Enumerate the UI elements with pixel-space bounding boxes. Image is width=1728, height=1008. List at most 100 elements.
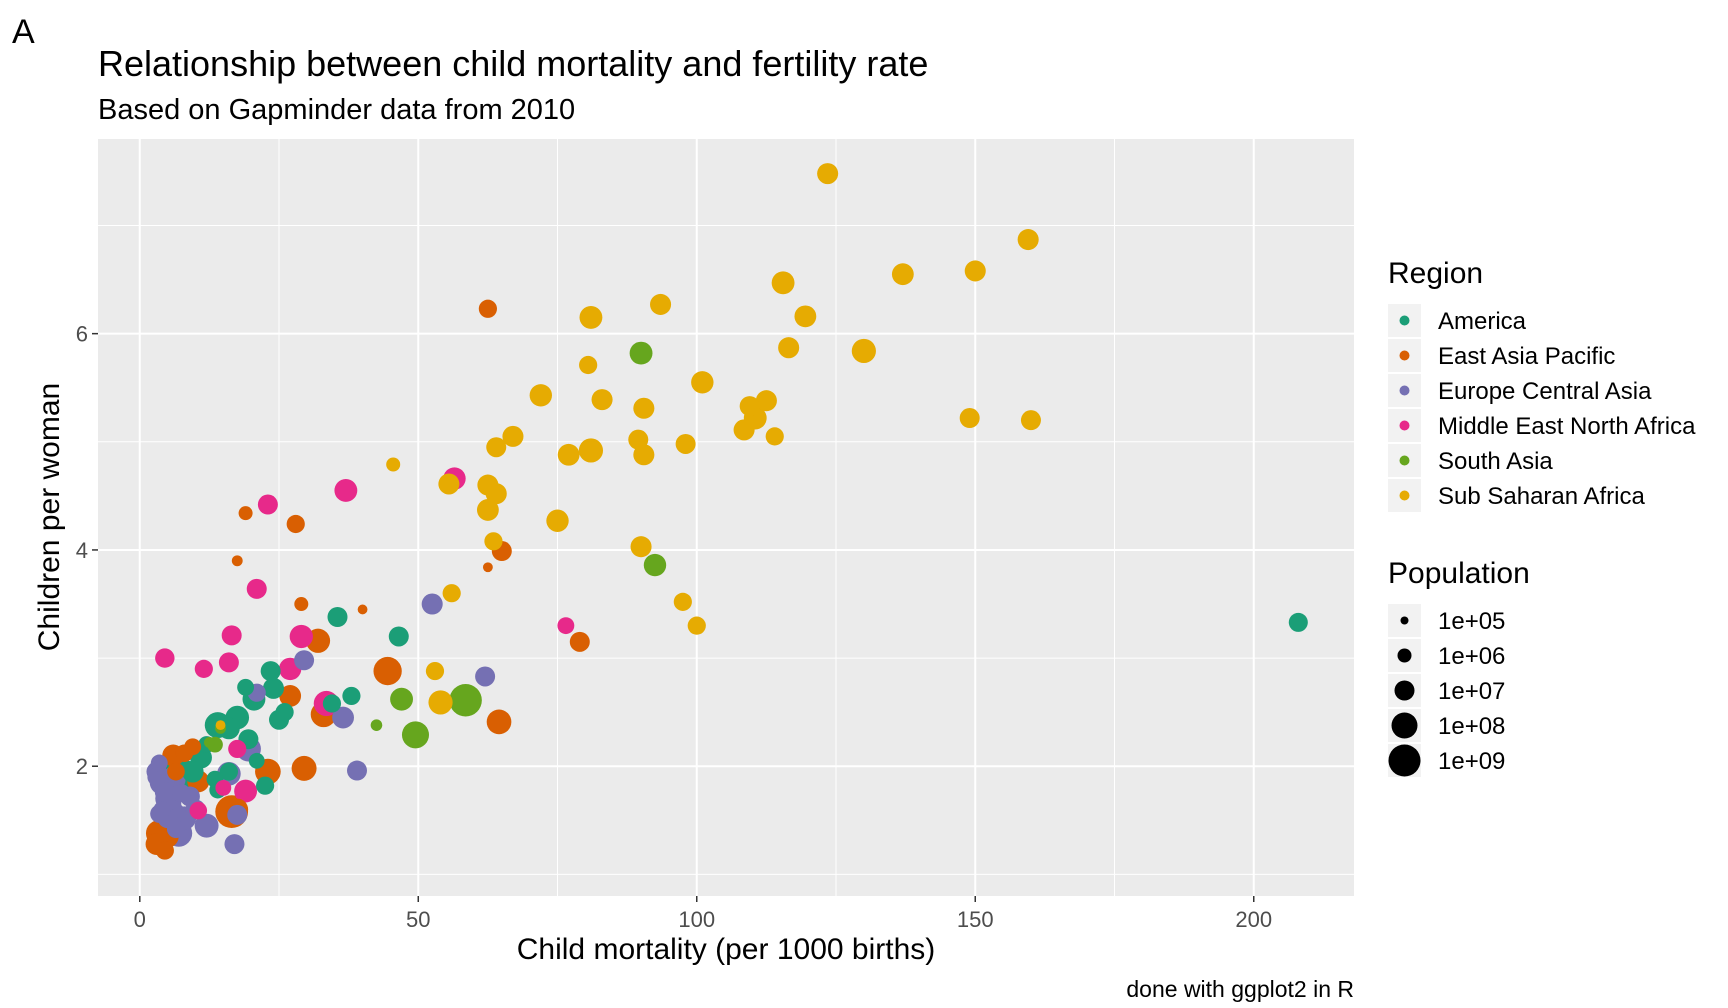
data-point [502,425,524,447]
data-point [184,738,202,756]
data-point [1288,612,1308,632]
data-point [425,661,445,681]
data-points [145,163,1308,860]
legend-size-items: 1e+05 1e+06 1e+07 1e+08 1e+09 [1388,604,1505,777]
legend-size-swatch [1397,648,1412,663]
data-point [155,648,175,668]
x-axis-label: Child mortality (per 1000 births) [517,933,936,966]
data-point [959,408,980,429]
y-axis-label: Children per woman [33,383,66,651]
legend-population: Population 1e+05 1e+06 1e+07 1e+08 1e+09 [1388,557,1530,777]
legend-region-items: America East Asia Pacific Europe Central A… [1388,304,1696,512]
x-tick-label: 150 [957,907,994,932]
data-point [219,762,238,781]
data-point [224,834,245,855]
data-point [851,338,876,364]
data-point [154,782,175,803]
data-point [189,801,208,820]
data-point [357,604,368,615]
y-tick-label: 4 [76,538,88,563]
data-point [155,841,174,860]
data-point [771,271,795,295]
data-point [327,606,348,627]
data-point [153,801,171,818]
data-point [167,762,185,781]
legend-swatch [1399,385,1410,396]
legend-label: 1e+05 [1438,608,1505,635]
data-point [237,678,255,696]
data-point [442,584,461,603]
legend-swatch [1399,350,1410,361]
legend-swatch [1399,420,1410,431]
data-point [246,578,267,599]
data-point [248,752,265,769]
data-point [279,685,302,707]
data-point [257,494,278,515]
data-point [334,479,358,502]
data-point [286,514,305,534]
data-point [529,384,552,407]
chart-title: Relationship between child mortality and… [98,43,928,84]
data-point [294,650,315,671]
data-point [486,437,507,458]
data-point [221,625,242,646]
panel-tag: A [12,13,35,51]
data-point [228,739,247,759]
data-point [194,813,219,838]
data-point [215,720,226,731]
data-point [482,562,493,573]
data-point [569,631,590,652]
legend-swatch [1399,490,1410,501]
data-point [332,706,354,729]
data-point [739,396,760,417]
data-point [733,419,755,441]
legend-label: Sub Saharan Africa [1438,483,1645,510]
data-point [964,260,986,282]
data-point [294,597,309,612]
legend-size-swatch [1391,712,1418,739]
data-point [388,626,409,647]
legend-label: East Asia Pacific [1438,343,1615,370]
legend-swatch [1399,455,1410,466]
legend-label: Europe Central Asia [1438,378,1652,405]
data-point [817,163,839,185]
data-point [370,719,383,731]
chart-subtitle: Based on Gapminder data from 2010 [98,94,575,126]
data-point [546,509,569,532]
data-point [322,694,342,713]
data-point [373,656,402,686]
data-point [486,709,512,735]
data-point [227,804,248,825]
data-point [579,306,603,329]
legend-size-swatch [1400,616,1409,625]
data-point [1017,229,1039,251]
data-point [260,661,281,682]
data-point [421,593,443,615]
data-point [478,299,497,318]
data-point [591,389,613,411]
legend-label: 1e+06 [1438,643,1505,670]
data-point [765,427,784,446]
legend-region-title: Region [1388,257,1483,290]
data-point [342,686,361,706]
y-axis: 2 4 6 [76,322,98,779]
data-point [150,754,168,772]
data-point [238,506,253,521]
data-point [390,687,413,711]
legend-population-title: Population [1388,557,1530,590]
data-point [166,819,186,839]
data-point [401,721,430,749]
data-point [755,390,777,412]
caption: done with ggplot2 in R [1126,976,1354,1002]
data-point [289,624,313,649]
data-point [643,553,667,577]
legend-label: 1e+08 [1438,713,1505,740]
data-point [633,397,655,419]
data-point [557,443,580,466]
data-point [475,666,496,687]
data-point [172,784,191,803]
data-point [628,429,649,450]
legend-label: Middle East North Africa [1438,413,1696,440]
x-tick-label: 0 [134,907,146,932]
data-point [234,779,258,803]
